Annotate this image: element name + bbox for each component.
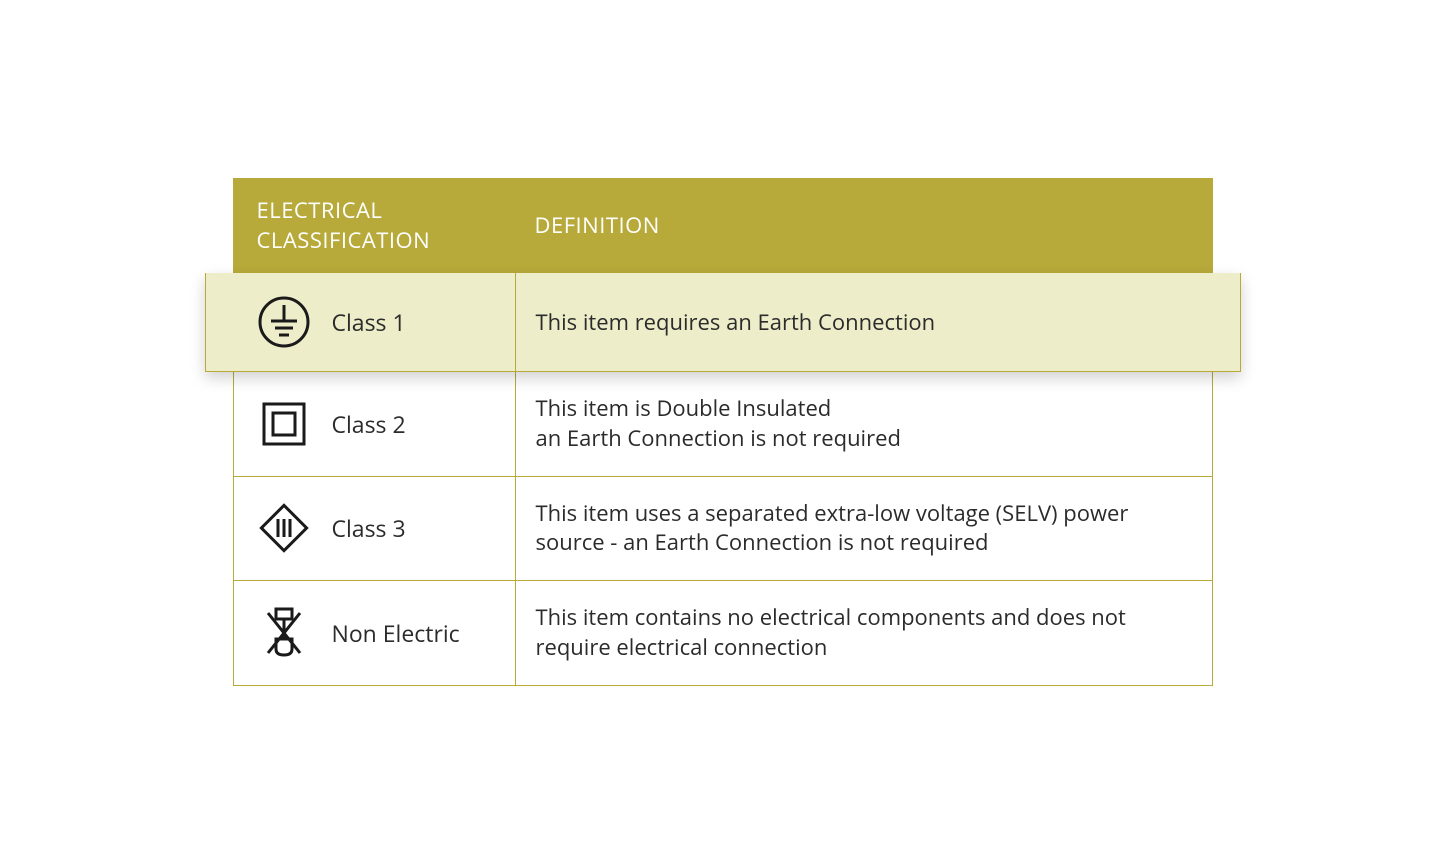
table-row: Class 1 This item requires an Earth Conne…	[205, 273, 1241, 372]
definition-cell: This item requires an Earth Connection	[516, 273, 1212, 371]
definition-cell: This item uses a separated extra-low vol…	[516, 477, 1212, 580]
earth-icon	[254, 295, 314, 349]
definition-cell: This item contains no electrical compone…	[516, 581, 1212, 684]
header-col1-line2: CLASSIFICATION	[257, 225, 431, 255]
header-definition: DEFINITION	[515, 178, 1213, 273]
classification-label: Class 3	[332, 512, 406, 544]
header-col2-label: DEFINITION	[535, 211, 660, 241]
classification-label: Non Electric	[332, 617, 460, 649]
definition-text: This item contains no electrical compone…	[536, 603, 1192, 662]
definition-text: This item requires an Earth Connection	[536, 308, 936, 338]
header-classification: ELECTRICAL CLASSIFICATION	[233, 178, 515, 273]
classification-label: Class 1	[332, 306, 406, 338]
diamond-iii-icon	[254, 500, 314, 556]
definition-text: This item is Double Insulatedan Earth Co…	[536, 394, 901, 453]
table-row: Class 3 This item uses a separated extra-…	[233, 477, 1213, 581]
definition-text: This item uses a separated extra-low vol…	[536, 499, 1192, 558]
non-electric-icon	[254, 605, 314, 661]
header-col1-line1: ELECTRICAL	[257, 195, 383, 225]
table-row: Non Electric This item contains no electr…	[233, 581, 1213, 685]
classification-cell: Class 1	[234, 273, 516, 371]
table-row: Class 2 This item is Double Insulatedan E…	[233, 372, 1213, 476]
definition-cell: This item is Double Insulatedan Earth Co…	[516, 372, 1212, 475]
table-header-row: ELECTRICAL CLASSIFICATION DEFINITION	[233, 178, 1213, 273]
classification-cell: Class 3	[234, 477, 516, 580]
double-square-icon	[254, 400, 314, 448]
classification-cell: Class 2	[234, 372, 516, 475]
classification-label: Class 2	[332, 408, 406, 440]
electrical-classification-table: ELECTRICAL CLASSIFICATION DEFINITION Cla…	[233, 178, 1213, 686]
classification-cell: Non Electric	[234, 581, 516, 684]
